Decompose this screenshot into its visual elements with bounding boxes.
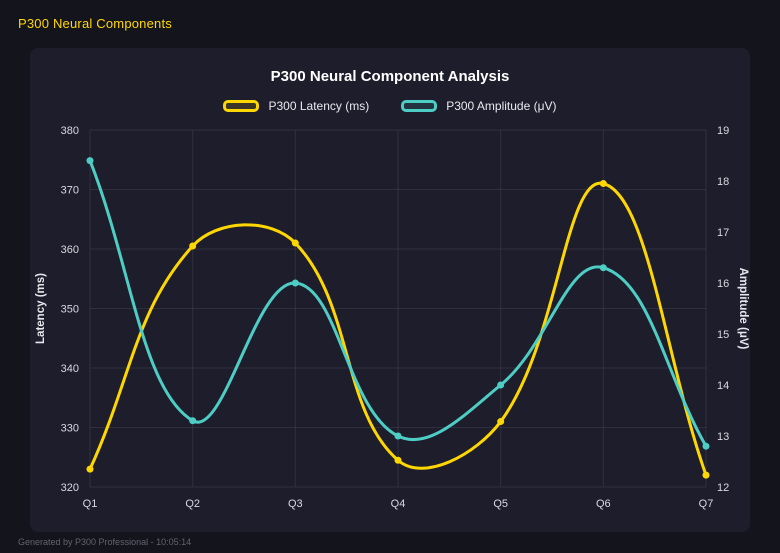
x-axis-tick: Q7 [699, 498, 714, 510]
data-point [394, 456, 402, 464]
right-axis-tick: 14 [717, 380, 729, 392]
data-point [189, 242, 197, 250]
legend-swatch [223, 100, 260, 112]
right-axis-tick: 17 [717, 227, 729, 239]
legend-label: P300 Amplitude (μV) [446, 99, 557, 113]
data-point [189, 417, 197, 425]
right-axis-tick: 15 [717, 329, 729, 341]
right-axis-tick: 18 [717, 176, 729, 188]
data-point [497, 418, 505, 426]
data-point [702, 471, 710, 479]
legend-item-1[interactable]: P300 Amplitude (μV) [401, 99, 557, 113]
x-axis-tick: Q3 [288, 498, 303, 510]
left-axis-title: Latency (ms) [35, 273, 47, 344]
legend-label: P300 Latency (ms) [268, 99, 370, 113]
page-title: P300 Neural Components [18, 16, 172, 31]
chart-title: P300 Neural Component Analysis [270, 68, 510, 85]
chart-panel: P300 Neural Component Analysis P300 Late… [30, 48, 750, 532]
left-axis-tick: 330 [61, 423, 79, 435]
right-axis-tick: 16 [717, 278, 729, 290]
data-point [599, 264, 607, 272]
line-chart[interactable]: 320 330 340 350 360 370 380 12 13 14 15 16 17 18 19 Q1 Q… [30, 48, 750, 532]
left-axis-tick: 340 [61, 363, 79, 375]
legend-item-0[interactable]: P300 Latency (ms) [223, 99, 369, 113]
chart-legend: P300 Latency (ms) P300 Amplitude (μV) [30, 99, 750, 113]
x-axis-tick: Q4 [391, 498, 406, 510]
x-axis-tick: Q6 [596, 498, 611, 510]
x-axis-tick: Q1 [83, 498, 98, 510]
data-point [394, 432, 402, 440]
data-point [702, 442, 710, 450]
data-point [291, 279, 299, 287]
left-axis-tick: 360 [61, 244, 79, 256]
data-point [86, 465, 94, 473]
data-point [291, 239, 299, 247]
x-axis-tick: Q2 [185, 498, 200, 510]
data-point [497, 381, 505, 389]
left-axis-tick: 350 [61, 304, 79, 316]
data-point [86, 157, 94, 165]
right-axis-tick: 13 [717, 431, 729, 443]
footer-status: Generated by P300 Professional - 10:05:1… [18, 537, 192, 547]
data-point [599, 180, 607, 188]
left-axis-tick: 370 [61, 185, 79, 197]
right-axis-tick: 12 [717, 482, 729, 494]
legend-swatch [401, 100, 438, 112]
left-axis-tick: 320 [61, 482, 79, 494]
x-axis-tick: Q5 [493, 498, 508, 510]
left-axis-tick: 380 [61, 125, 79, 137]
right-axis-title: Amplitude (μV) [737, 268, 749, 350]
right-axis-tick: 19 [717, 125, 729, 137]
